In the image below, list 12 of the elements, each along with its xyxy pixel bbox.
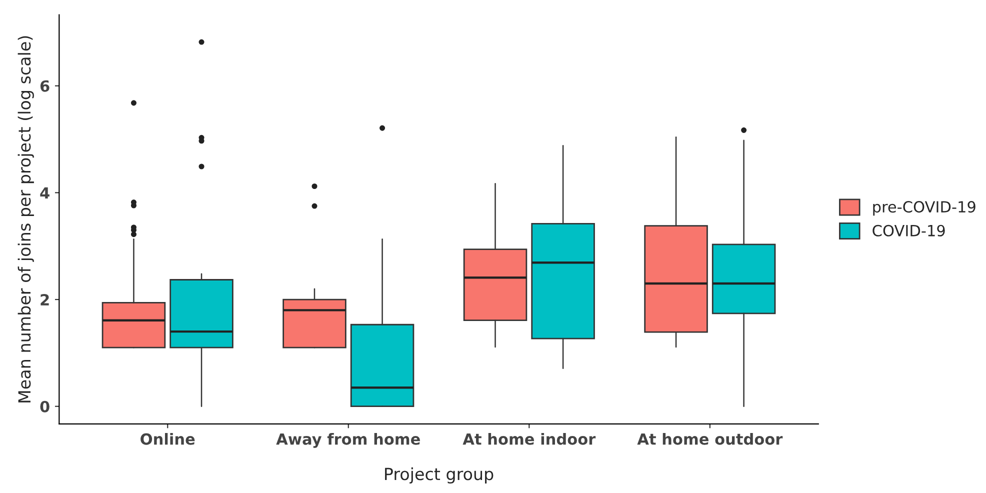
y-tick-label: 2 <box>40 294 49 306</box>
x-axis-title: Project group <box>385 467 494 484</box>
x-tick-label: Online <box>140 433 195 445</box>
x-tick-label: Away from home <box>276 433 420 448</box>
x-tick-label: At home outdoor <box>637 433 783 445</box>
y-tick-label: 4 <box>40 187 50 198</box>
y-axis-title: Mean number of joins per project (log scale) <box>18 36 34 402</box>
y-tick-label: 6 <box>40 80 50 92</box>
y-tick-label: 0 <box>40 400 50 412</box>
x-tick-label: At home indoor <box>462 433 596 445</box>
legend-label: pre-COVID-19 <box>873 201 976 216</box>
legend-label: COVID-19 <box>872 224 945 236</box>
